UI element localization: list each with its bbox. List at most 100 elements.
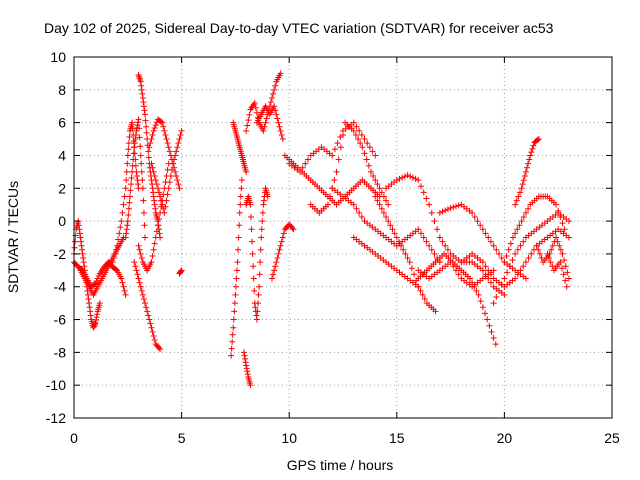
data-point bbox=[477, 222, 484, 229]
data-point bbox=[296, 168, 303, 175]
data-point bbox=[378, 189, 385, 196]
y-tick-label: 6 bbox=[58, 115, 66, 131]
data-point bbox=[244, 368, 251, 375]
data-point bbox=[350, 119, 357, 126]
data-point bbox=[334, 140, 341, 147]
data-point bbox=[91, 321, 98, 328]
data-point bbox=[415, 226, 422, 233]
data-point bbox=[520, 263, 527, 270]
data-point bbox=[256, 283, 263, 290]
data-point bbox=[137, 143, 144, 150]
data-point bbox=[514, 226, 521, 233]
data-point bbox=[272, 263, 279, 270]
data-point bbox=[358, 131, 365, 138]
data-point bbox=[253, 312, 260, 319]
data-point bbox=[525, 255, 532, 262]
data-point bbox=[126, 193, 133, 200]
data-point bbox=[125, 211, 132, 218]
data-point bbox=[533, 242, 540, 249]
data-point bbox=[492, 341, 499, 348]
data-point bbox=[176, 136, 183, 143]
series-seg-ag bbox=[533, 234, 572, 282]
data-point bbox=[350, 127, 357, 134]
data-point bbox=[81, 263, 88, 270]
data-point bbox=[271, 86, 278, 93]
data-point bbox=[161, 127, 168, 134]
data-point bbox=[140, 209, 147, 216]
data-point bbox=[87, 312, 94, 319]
data-point bbox=[243, 127, 250, 134]
data-point bbox=[482, 263, 489, 270]
data-point bbox=[148, 136, 155, 143]
data-point bbox=[525, 160, 532, 167]
data-point bbox=[278, 131, 285, 138]
data-point bbox=[353, 205, 360, 212]
series-seg-f bbox=[135, 72, 164, 241]
data-point bbox=[165, 144, 172, 151]
data-point bbox=[135, 275, 142, 282]
data-point bbox=[136, 246, 143, 253]
data-point bbox=[406, 259, 413, 266]
data-point bbox=[504, 269, 511, 276]
data-point bbox=[137, 250, 144, 257]
data-point bbox=[503, 252, 510, 259]
data-point bbox=[380, 209, 387, 216]
data-point bbox=[389, 226, 396, 233]
data-point bbox=[530, 142, 537, 149]
data-point bbox=[136, 279, 143, 286]
data-point bbox=[401, 173, 408, 180]
data-point bbox=[380, 193, 387, 200]
data-point bbox=[512, 275, 519, 282]
data-point bbox=[75, 222, 82, 229]
data-point bbox=[159, 119, 166, 126]
x-tick-label: 25 bbox=[604, 430, 620, 446]
series-seg-t bbox=[286, 119, 379, 175]
data-point bbox=[263, 115, 270, 122]
data-point bbox=[242, 359, 249, 366]
data-point bbox=[244, 371, 251, 378]
data-point bbox=[419, 291, 426, 298]
data-point bbox=[329, 152, 336, 159]
data-point bbox=[124, 152, 131, 159]
data-point bbox=[372, 193, 379, 200]
data-point bbox=[143, 129, 150, 136]
data-point bbox=[275, 250, 282, 257]
data-point bbox=[520, 213, 527, 220]
data-point bbox=[402, 250, 409, 257]
data-point bbox=[305, 156, 312, 163]
data-point bbox=[251, 287, 258, 294]
data-point bbox=[238, 177, 245, 184]
data-point bbox=[369, 148, 376, 155]
data-point bbox=[132, 131, 139, 138]
data-point bbox=[363, 156, 370, 163]
data-point bbox=[110, 255, 117, 262]
data-point bbox=[119, 279, 126, 286]
data-point bbox=[79, 250, 86, 257]
data-point bbox=[77, 238, 84, 245]
data-point bbox=[125, 146, 132, 153]
data-point bbox=[228, 345, 235, 352]
data-point bbox=[479, 259, 486, 266]
x-tick-label: 0 bbox=[70, 430, 78, 446]
data-point bbox=[536, 250, 543, 257]
y-tick-label: -6 bbox=[54, 312, 67, 328]
y-tick-label: 10 bbox=[50, 49, 66, 65]
data-point bbox=[415, 283, 422, 290]
y-tick-label: -12 bbox=[46, 410, 66, 426]
data-point bbox=[555, 207, 562, 214]
data-point bbox=[150, 127, 157, 134]
data-point bbox=[522, 209, 529, 216]
data-point bbox=[93, 314, 100, 321]
data-point bbox=[157, 193, 164, 200]
data-point bbox=[493, 246, 500, 253]
data-point bbox=[420, 234, 427, 241]
data-point bbox=[276, 246, 283, 253]
data-point bbox=[273, 259, 280, 266]
data-point bbox=[125, 140, 132, 147]
data-point bbox=[253, 316, 260, 323]
data-point bbox=[280, 230, 287, 237]
data-point bbox=[365, 162, 372, 169]
data-point bbox=[137, 283, 144, 290]
series-seg-o bbox=[243, 185, 271, 323]
data-point bbox=[241, 349, 248, 356]
